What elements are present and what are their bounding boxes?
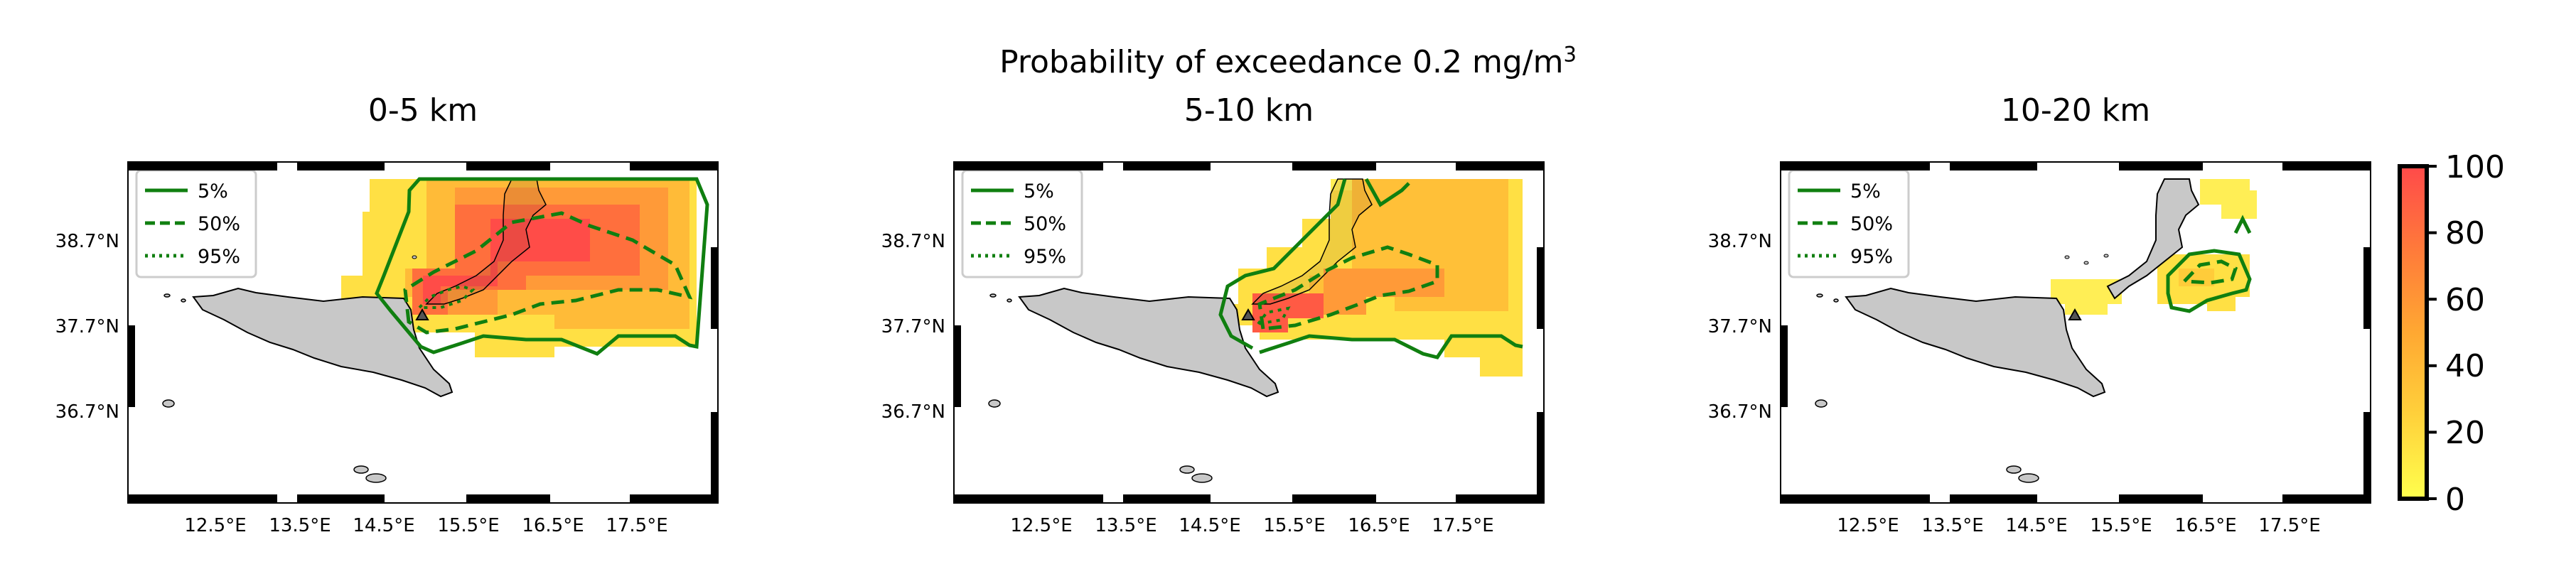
legend-label-50pct: 50% — [198, 213, 240, 235]
lon-tick-12-5: 12.5°E — [184, 515, 246, 536]
contour-95pct — [416, 284, 476, 309]
panel-title-5-10km: 5-10 km — [1184, 92, 1314, 129]
lon-tick-17-5: 17.5°E — [2258, 515, 2320, 536]
lon-tick-13-5: 13.5°E — [1095, 515, 1156, 536]
calabria-landmass — [1251, 178, 1373, 305]
figure-suptitle: Probability of exceedance 0.2 mg/m3 — [999, 42, 1577, 80]
map-frame — [953, 161, 1545, 504]
contour-5pct — [1218, 178, 1523, 359]
map-panel-0-5km: 5% 50% 95% 38.7°N 37.7°N 36.7°N 12.5°E 1… — [55, 161, 719, 536]
colorbar-gradient — [2398, 164, 2429, 501]
islands — [988, 293, 1213, 483]
vent-marker-icon — [415, 308, 429, 320]
lon-tick-14-5: 14.5°E — [2005, 515, 2067, 536]
lat-tick-38-7: 38.7°N — [55, 231, 119, 252]
legend: 5% 50% 95% — [135, 169, 257, 278]
lat-tick-36-7: 36.7°N — [1708, 401, 1772, 423]
legend: 5% 50% 95% — [1788, 169, 1910, 278]
calabria-landmass — [2106, 178, 2200, 300]
map-frame — [127, 161, 719, 504]
lat-tick-38-7: 38.7°N — [881, 231, 945, 252]
colorbar-tick-60: 60 — [2445, 282, 2485, 318]
sicily-landmass — [192, 287, 454, 398]
contour-5pct — [375, 177, 709, 356]
lon-tick-17-5: 17.5°E — [606, 515, 667, 536]
sicily-landmass — [1018, 287, 1279, 398]
colorbar-tick-40: 40 — [2445, 348, 2485, 384]
vent-marker-icon — [2068, 308, 2082, 320]
lon-tick-16-5: 16.5°E — [1348, 515, 1410, 536]
calabria-landmass — [425, 178, 547, 305]
islands — [1815, 254, 2109, 483]
lon-tick-17-5: 17.5°E — [1432, 515, 1493, 536]
legend-label-5pct: 5% — [1850, 180, 1881, 202]
lat-tick-38-7: 38.7°N — [1708, 231, 1772, 252]
sicily-landmass — [1845, 287, 2106, 398]
lon-tick-16-5: 16.5°E — [522, 515, 584, 536]
legend-label-95pct: 95% — [1024, 246, 1066, 268]
lon-tick-12-5: 12.5°E — [1010, 515, 1072, 536]
contour-95pct — [1255, 306, 1291, 326]
legend: 5% 50% 95% — [961, 169, 1083, 278]
legend-label-95pct: 95% — [198, 246, 240, 268]
islands — [162, 255, 417, 483]
lon-tick-14-5: 14.5°E — [1179, 515, 1240, 536]
lon-tick-14-5: 14.5°E — [353, 515, 414, 536]
colorbar-tick-100: 100 — [2445, 149, 2505, 185]
lat-tick-36-7: 36.7°N — [55, 401, 119, 423]
lat-tick-37-7: 37.7°N — [881, 316, 945, 337]
colorbar-tick-0: 0 — [2445, 482, 2465, 518]
contour-5pct — [2166, 215, 2252, 313]
lat-tick-36-7: 36.7°N — [881, 401, 945, 423]
legend-label-5pct: 5% — [198, 180, 228, 202]
panel-title-10-20km: 10-20 km — [2000, 92, 2151, 129]
vent-marker-icon — [1241, 308, 1255, 320]
colorbar-tick-80: 80 — [2445, 215, 2485, 251]
lat-tick-37-7: 37.7°N — [1708, 316, 1772, 337]
legend-label-95pct: 95% — [1850, 246, 1893, 268]
lon-tick-12-5: 12.5°E — [1837, 515, 1899, 536]
contour-50pct — [403, 211, 693, 335]
probability-field — [1217, 179, 1523, 377]
lon-tick-15-5: 15.5°E — [2090, 515, 2152, 536]
lat-tick-37-7: 37.7°N — [55, 316, 119, 337]
legend-label-5pct: 5% — [1024, 180, 1054, 202]
lon-tick-13-5: 13.5°E — [269, 515, 331, 536]
panel-title-0-5km: 0-5 km — [367, 92, 478, 129]
contour-50pct — [2180, 259, 2238, 285]
lon-tick-15-5: 15.5°E — [1263, 515, 1325, 536]
legend-label-50pct: 50% — [1850, 213, 1893, 235]
map-panel-10-20km: 5% 50% 95% 38.7°N 37.7°N 36.7°N 12.5°E 1… — [1708, 161, 2371, 536]
lon-tick-13-5: 13.5°E — [1921, 515, 1983, 536]
legend-label-50pct: 50% — [1024, 213, 1066, 235]
map-frame — [1780, 161, 2371, 504]
lon-tick-16-5: 16.5°E — [2174, 515, 2236, 536]
map-panel-5-10km: 5% 50% 95% 38.7°N 37.7°N 36.7°N 12.5°E 1… — [881, 161, 1545, 536]
colorbar-tick-20: 20 — [2445, 415, 2485, 451]
lon-tick-15-5: 15.5°E — [437, 515, 499, 536]
colorbar: 100 80 60 40 20 0 — [2398, 149, 2505, 518]
